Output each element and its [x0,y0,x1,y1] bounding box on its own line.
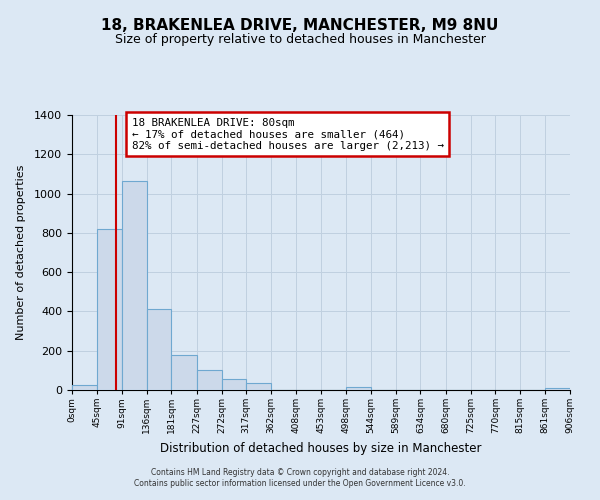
Text: Contains HM Land Registry data © Crown copyright and database right 2024.
Contai: Contains HM Land Registry data © Crown c… [134,468,466,487]
Bar [72,385,97,390]
Bar [246,383,271,390]
Text: 18 BRAKENLEA DRIVE: 80sqm
← 17% of detached houses are smaller (464)
82% of semi: 18 BRAKENLEA DRIVE: 80sqm ← 17% of detac… [132,118,444,151]
Text: Size of property relative to detached houses in Manchester: Size of property relative to detached ho… [115,32,485,46]
Bar [346,387,371,390]
Bar [147,310,172,390]
Text: 18, BRAKENLEA DRIVE, MANCHESTER, M9 8NU: 18, BRAKENLEA DRIVE, MANCHESTER, M9 8NU [101,18,499,32]
Bar [172,354,197,390]
Bar [221,379,246,390]
X-axis label: Distribution of detached houses by size in Manchester: Distribution of detached houses by size … [160,442,482,454]
Y-axis label: Number of detached properties: Number of detached properties [16,165,26,340]
Bar [545,388,570,390]
Bar [122,181,147,390]
Bar [97,229,122,390]
Bar [197,370,221,390]
